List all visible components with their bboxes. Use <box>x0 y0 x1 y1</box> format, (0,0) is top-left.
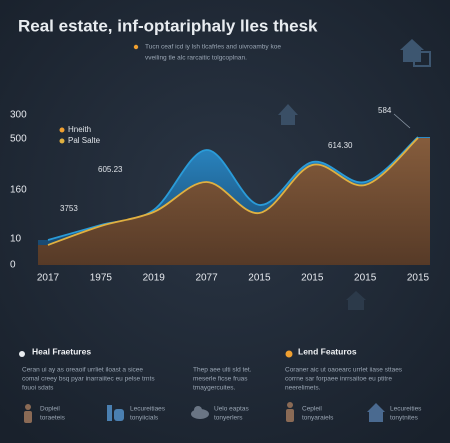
person-icon <box>286 402 294 422</box>
feature-dot <box>19 351 25 357</box>
house-icon <box>400 39 431 67</box>
house-icon <box>278 104 298 125</box>
person-icon <box>24 404 32 423</box>
icon-label: tonyerlers <box>214 415 243 422</box>
annotation: 605.23 <box>98 165 123 174</box>
house-icon <box>367 403 385 422</box>
icon-label: tonyiicials <box>130 415 159 422</box>
feature-text: Ceran ui ay as oreaoif urrliet iloast a … <box>22 367 143 374</box>
x-tick-label: 2077 <box>195 273 218 284</box>
feature-dot <box>285 350 293 358</box>
feature-text: Thep aee ulti sld tet. <box>193 367 252 374</box>
icon-label: Lecureities <box>390 406 422 413</box>
x-tick-label: 1975 <box>90 273 113 284</box>
y-tick-label: 0 <box>10 260 16 271</box>
feature-text: corrne sar forpaee inrrsaitoe eu ptitre <box>285 376 392 383</box>
annotation: 3753 <box>60 204 78 213</box>
cloud-icon <box>191 406 209 419</box>
feature-heading: Heal Fraetures <box>32 346 91 356</box>
x-tick-label: 2015 <box>301 273 324 284</box>
y-tick-label: 10 <box>10 234 22 245</box>
icon-label: toraeteis <box>40 415 66 422</box>
feature-text: neerelimets. <box>285 385 321 392</box>
area <box>38 138 430 265</box>
feature-heading: Lend Featuros <box>298 346 357 356</box>
icon-label: tonytnites <box>390 415 419 422</box>
feature-text: fouoi sdats <box>22 385 54 392</box>
feature-text: meserle ficse fruas <box>193 376 248 383</box>
annotation: 584 <box>378 106 392 115</box>
house-icon <box>346 291 366 310</box>
chart: 0 10 160 500 300 2017 1975 2019 2077 2015 2015 2015… <box>10 106 430 284</box>
y-tick-label: 160 <box>10 185 27 196</box>
legend-label: Hneith <box>68 125 91 134</box>
x-tick-label: 2019 <box>143 273 166 284</box>
legend-label: Pal Salte <box>68 136 101 145</box>
y-tick-label: 500 <box>10 134 27 145</box>
icon-label: tonyaraiels <box>302 415 334 422</box>
icon-label: Dopleil <box>40 406 60 413</box>
icon-label: Lecureitiaes <box>130 406 166 413</box>
subtitle: vveiling tle alc rarcaitic tolgcoplnan. <box>145 55 247 62</box>
legend-swatch <box>59 138 65 144</box>
x-tick-label: 2015 <box>407 273 430 284</box>
building-icon <box>107 405 124 421</box>
subtitle: Tucn ceaf icd iy lsh tlcafrles and uivro… <box>145 44 281 51</box>
legend-swatch <box>59 127 65 133</box>
title: Real estate, inf-optariphaly lles thesk <box>18 16 318 35</box>
line <box>47 137 419 246</box>
x-tick-label: 2015 <box>354 273 377 284</box>
y-tick-label: 300 <box>10 110 27 121</box>
x-tick-label: 2015 <box>248 273 271 284</box>
annotation-leader <box>393 113 411 129</box>
feature-text: comal creey bsq pyar inarraiitec eu pels… <box>22 376 155 383</box>
subtitle-dot <box>133 44 139 50</box>
annotation: 614.30 <box>328 141 353 150</box>
feature-text: tmaygercuites. <box>193 385 235 392</box>
feature-text: Coraner aic ut oaoearc urrlet iiase stta… <box>285 367 403 374</box>
x-tick-label: 2017 <box>37 273 60 284</box>
icon-label: Cepleil <box>302 406 322 413</box>
icon-label: Uelo eaptas <box>214 406 249 413</box>
